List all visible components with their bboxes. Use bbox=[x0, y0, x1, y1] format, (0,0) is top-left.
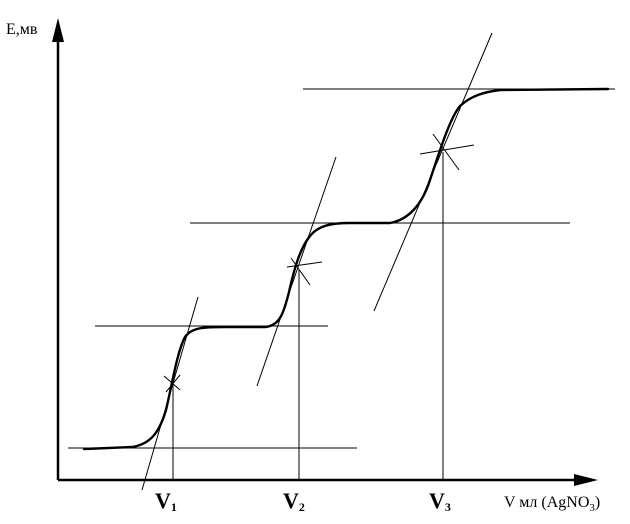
x-axis-arrow bbox=[574, 474, 598, 486]
intersection-marks bbox=[163, 133, 475, 393]
x-axis-label-subscript: 3 bbox=[589, 502, 595, 514]
label-v1: V1 bbox=[155, 488, 177, 514]
drop-lines bbox=[172, 152, 444, 480]
titration-curve bbox=[82, 87, 610, 451]
x-axis-label: V мл (AgNO3) bbox=[504, 494, 600, 514]
y-axis-label: E,мв bbox=[6, 21, 38, 38]
intersection-mark-3 bbox=[419, 133, 475, 171]
label-v2: V2 bbox=[283, 488, 305, 514]
tangent-lines bbox=[141, 32, 493, 491]
y-axis-arrow bbox=[52, 18, 64, 42]
label-v3: V3 bbox=[429, 488, 451, 514]
axes bbox=[52, 18, 598, 486]
plateau-lines bbox=[68, 88, 615, 449]
tangent-line-2 bbox=[256, 156, 337, 387]
intersection-mark-2 bbox=[286, 257, 323, 286]
